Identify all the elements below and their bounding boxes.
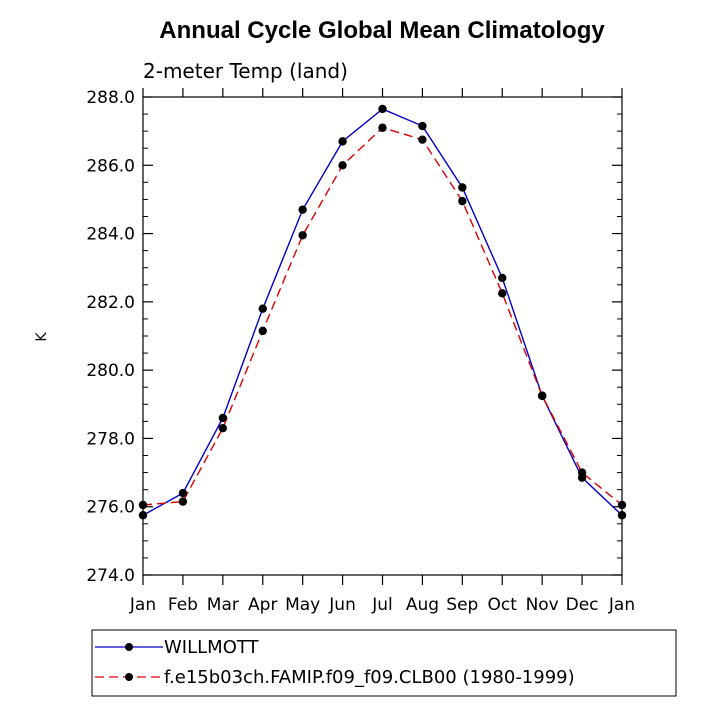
series-0-point: [178, 488, 188, 498]
series-0-point: [338, 137, 347, 146]
series-0-point: [218, 413, 228, 423]
series-1-point: [258, 326, 267, 336]
legend-box: [91, 629, 677, 697]
y-axis-label: K: [34, 332, 50, 342]
chart-title: Annual Cycle Global Mean Climatology: [159, 17, 605, 44]
x-tick-label: Apr: [248, 595, 277, 615]
series-1-point: [418, 135, 427, 144]
x-tick-label: Feb: [168, 595, 198, 615]
y-tick-label: 276.0: [86, 498, 135, 518]
y-tick-label: 284.0: [86, 225, 135, 245]
series-1-point: [138, 500, 148, 510]
chart-subtitle: 2-meter Temp (land): [143, 59, 348, 83]
series-1-point: [298, 231, 307, 240]
y-tick-label: 278.0: [86, 429, 135, 449]
x-tick-label: Jul: [371, 595, 393, 615]
y-axis: 274.0 276.0 278.0 280.0 282.0 284.0 286.0 288.0: [86, 88, 622, 586]
series-0-point: [138, 511, 148, 520]
series-1-point: [338, 161, 347, 170]
legend-marker-famip: [125, 673, 133, 681]
series-1-point: [537, 391, 547, 400]
series-1-point: [178, 497, 188, 506]
series-0-point: [617, 511, 627, 520]
series-0-point: [458, 183, 467, 192]
series-0-point: [418, 121, 427, 131]
x-axis: Jan Feb Mar Apr May Jun Jul Aug Sep Oct Nov Dec Jan: [129, 88, 635, 615]
series-1-point: [617, 500, 627, 510]
x-tick-label: Jan: [608, 595, 635, 615]
y-tick-label: 286.0: [86, 156, 135, 176]
x-tick-label: Mar: [207, 595, 239, 615]
series-1-point: [458, 196, 467, 206]
y-tick-label: 274.0: [86, 566, 135, 586]
x-tick-label: Jun: [328, 595, 356, 615]
plot-frame: [142, 96, 623, 576]
legend-label-famip: f.e15b03ch.FAMIP.f09_f09.CLB00 (1980-199…: [164, 667, 575, 688]
series-1-point: [378, 123, 387, 132]
series-1-point: [498, 289, 507, 298]
series-line-0: [142, 108, 623, 516]
x-tick-label: Oct: [488, 595, 518, 615]
series-0-point: [378, 104, 387, 114]
legend: WILLMOTT f.e15b03ch.FAMIP.f09_f09.CLB00 …: [91, 629, 677, 697]
y-tick-label: 280.0: [86, 361, 135, 381]
legend-marker-willmott: [125, 643, 133, 651]
series-0-point: [298, 205, 307, 214]
legend-label-willmott: WILLMOTT: [164, 637, 260, 658]
x-tick-label: Nov: [526, 595, 559, 615]
x-tick-label: May: [285, 595, 320, 615]
series-layer: [138, 104, 627, 520]
x-tick-label: Jan: [129, 595, 156, 615]
series-line-1: [142, 126, 623, 506]
x-tick-label: Dec: [566, 595, 599, 615]
y-tick-label: 288.0: [86, 88, 135, 108]
series-1-point: [577, 468, 587, 477]
x-tick-label: Aug: [406, 595, 439, 615]
series-0-point: [498, 273, 507, 283]
y-tick-label: 282.0: [86, 293, 135, 313]
series-0-point: [258, 304, 267, 313]
series-1-point: [218, 423, 228, 433]
x-tick-label: Sep: [446, 595, 478, 615]
